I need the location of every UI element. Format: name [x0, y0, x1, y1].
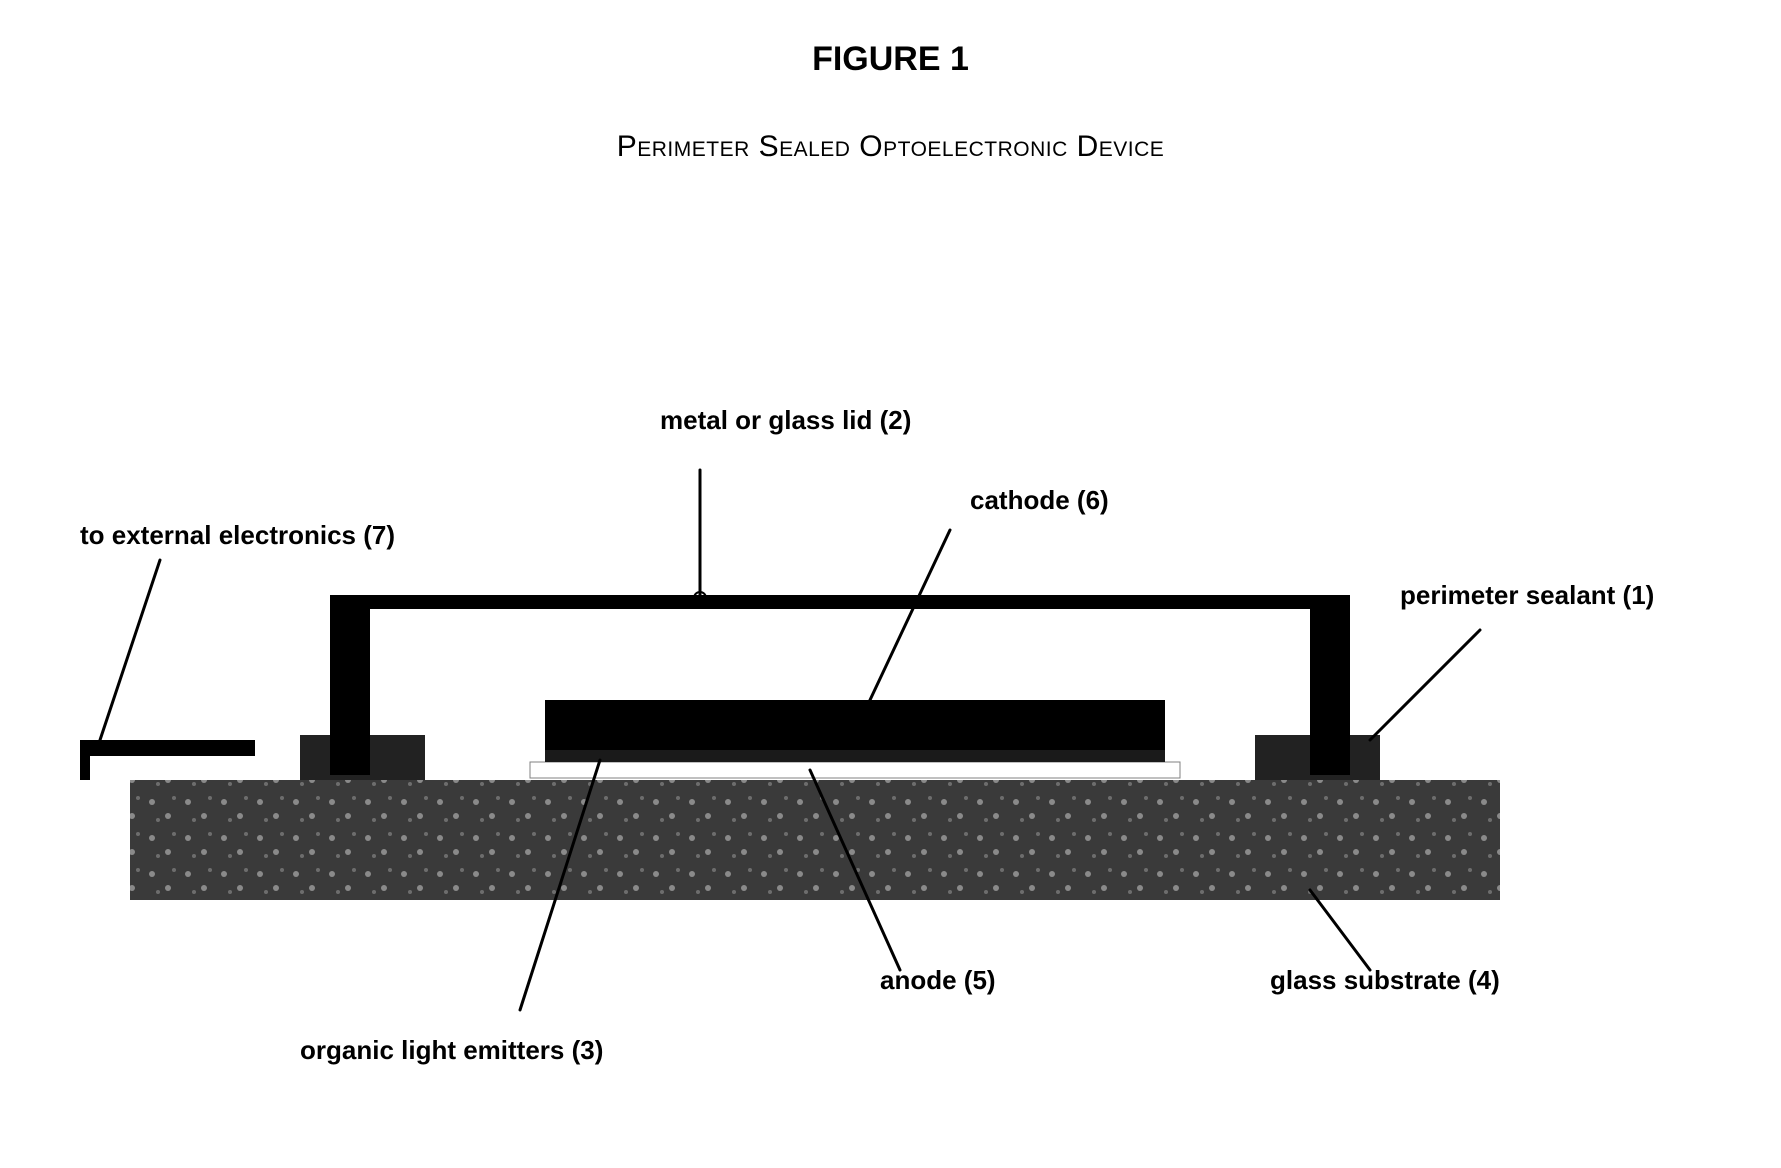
device-diagram — [0, 0, 1781, 1168]
